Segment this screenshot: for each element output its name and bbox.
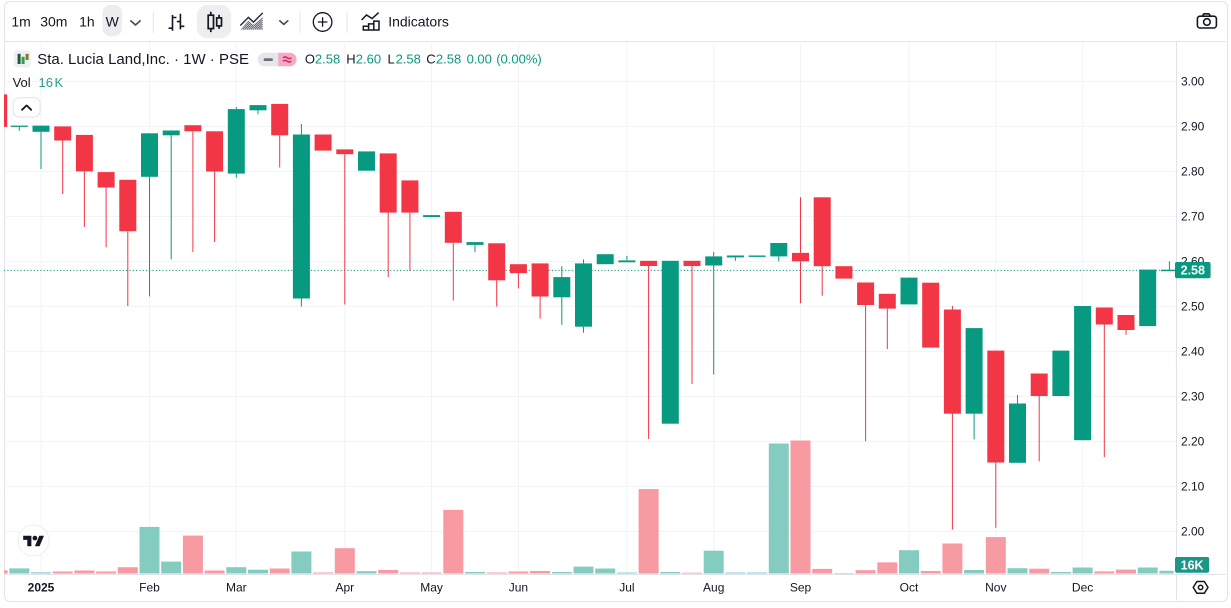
svg-text:2.20: 2.20 xyxy=(1181,435,1205,449)
svg-text:2.50: 2.50 xyxy=(1181,300,1205,314)
svg-text:May: May xyxy=(420,580,443,594)
svg-text:2.30: 2.30 xyxy=(1181,390,1205,404)
svg-text:Vol: Vol xyxy=(13,75,31,90)
svg-text:16K: 16K xyxy=(1181,558,1204,572)
svg-text:2025: 2025 xyxy=(28,580,55,594)
svg-text:Feb: Feb xyxy=(139,580,160,594)
svg-text:2.90: 2.90 xyxy=(1181,120,1205,134)
svg-text:2.70: 2.70 xyxy=(1181,210,1205,224)
svg-text:2.58: 2.58 xyxy=(1181,264,1205,278)
svg-text:2.58: 2.58 xyxy=(396,52,421,67)
svg-text:2.00: 2.00 xyxy=(1181,525,1205,539)
svg-text:W: W xyxy=(106,13,120,29)
svg-text:Nov: Nov xyxy=(985,580,1006,594)
svg-text:Dec: Dec xyxy=(1072,580,1093,594)
svg-text:Aug: Aug xyxy=(703,580,724,594)
svg-text:O: O xyxy=(305,52,315,67)
svg-text:30m: 30m xyxy=(40,13,67,29)
svg-text:L: L xyxy=(388,52,395,67)
svg-text:2.60: 2.60 xyxy=(356,52,381,67)
svg-text:Jun: Jun xyxy=(509,580,528,594)
svg-text:Sep: Sep xyxy=(790,580,812,594)
svg-text:2.10: 2.10 xyxy=(1181,480,1205,494)
svg-text:(0.00%): (0.00%) xyxy=(496,52,542,67)
svg-text:3.00: 3.00 xyxy=(1181,75,1205,89)
svg-text:Jul: Jul xyxy=(619,580,634,594)
svg-text:H: H xyxy=(346,52,355,67)
svg-text:1h: 1h xyxy=(79,13,95,29)
svg-text:C: C xyxy=(426,52,435,67)
svg-text:Oct: Oct xyxy=(900,580,919,594)
svg-text:Mar: Mar xyxy=(226,580,247,594)
svg-text:2.80: 2.80 xyxy=(1181,165,1205,179)
svg-text:2.40: 2.40 xyxy=(1181,345,1205,359)
svg-text:1m: 1m xyxy=(11,13,30,29)
svg-text:2.58: 2.58 xyxy=(315,52,340,67)
svg-text:Indicators: Indicators xyxy=(388,13,449,29)
svg-text:0.00: 0.00 xyxy=(467,52,492,67)
svg-text:Sta. Lucia Land,Inc. · 1W · PS: Sta. Lucia Land,Inc. · 1W · PSE xyxy=(37,51,249,68)
svg-text:Apr: Apr xyxy=(335,580,354,594)
svg-text:16K: 16K xyxy=(39,75,64,90)
svg-text:2.58: 2.58 xyxy=(436,52,461,67)
